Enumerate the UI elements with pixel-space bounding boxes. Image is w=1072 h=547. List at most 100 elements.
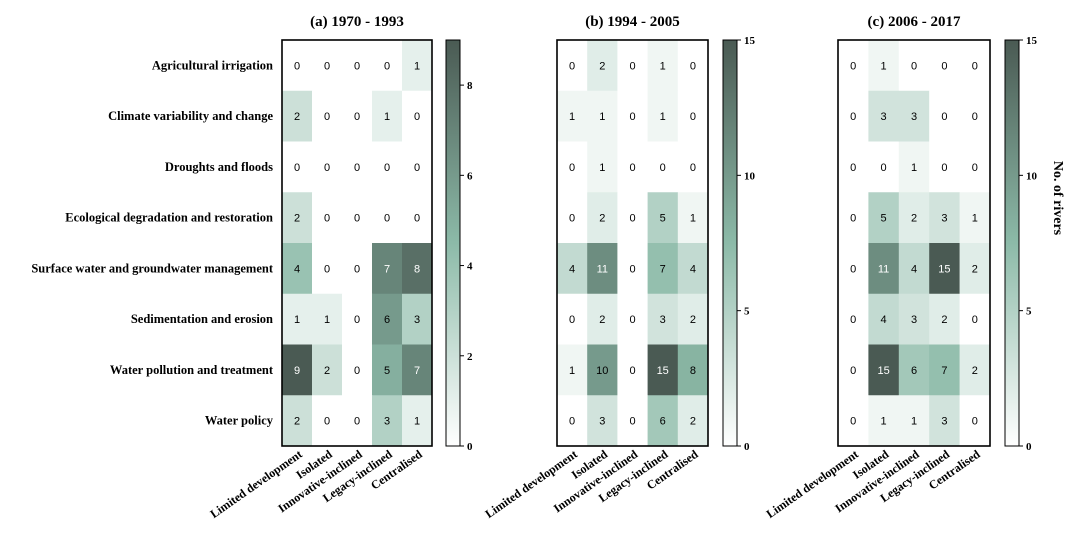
- colorbar-tick-label: 5: [744, 306, 750, 318]
- heatmap-cell: [959, 243, 991, 295]
- row-label: Surface water and groundwater management: [31, 261, 273, 275]
- cell-value: 1: [660, 60, 666, 72]
- cell-value: 0: [972, 60, 978, 72]
- cell-value: 0: [569, 60, 575, 72]
- panel-frame: [837, 39, 991, 447]
- row-label: Agricultural irrigation: [152, 58, 273, 72]
- cell-value: 0: [972, 314, 978, 326]
- cell-value: 8: [690, 365, 696, 377]
- heatmap-cell: [838, 90, 869, 142]
- heatmap-cell: [617, 293, 648, 345]
- heatmap-cell: [402, 395, 433, 447]
- heatmap-cell: [929, 40, 960, 92]
- panel-frame: [556, 39, 709, 447]
- cell-value: 4: [911, 263, 917, 275]
- heatmap-cell: [342, 192, 373, 244]
- heatmap-cell: [868, 344, 900, 396]
- heatmap-cell: [617, 243, 648, 295]
- heatmap-cell: [587, 344, 618, 396]
- cell-value: 2: [294, 416, 300, 428]
- colorbar: [722, 39, 738, 447]
- heatmap-cell: [312, 192, 343, 244]
- heatmap-cell: [838, 293, 869, 345]
- cell-value: 0: [660, 162, 666, 174]
- row-label: Climate variability and change: [108, 109, 273, 123]
- cell-value: 3: [911, 314, 917, 326]
- heatmap-cell: [677, 395, 709, 447]
- cell-value: 3: [941, 213, 947, 225]
- heatmap-cell: [312, 395, 343, 447]
- row-label: Sedimentation and erosion: [131, 312, 273, 326]
- heatmap-cell: [372, 395, 403, 447]
- heatmap-cell: [838, 344, 869, 396]
- cell-value: 4: [294, 263, 300, 275]
- heatmap-cell: [898, 395, 930, 447]
- heatmap-cell: [557, 141, 588, 193]
- heatmap-cell: [647, 395, 679, 447]
- cell-value: 0: [850, 60, 856, 72]
- heatmap-cell: [372, 141, 403, 193]
- cell-value: 0: [324, 416, 330, 428]
- heatmap-cell: [282, 192, 313, 244]
- heatmap-cell: [677, 344, 709, 396]
- cell-value: 0: [850, 263, 856, 275]
- cell-value: 7: [384, 263, 390, 275]
- cell-value: 2: [941, 314, 947, 326]
- cell-value: 3: [414, 314, 420, 326]
- cell-value: 0: [354, 263, 360, 275]
- cell-value: 7: [941, 365, 947, 377]
- heatmap-cell: [929, 192, 960, 244]
- heatmap-cell: [342, 40, 373, 92]
- cell-value: 3: [660, 314, 666, 326]
- heatmap-cell: [587, 395, 618, 447]
- heatmap-cell: [617, 40, 648, 92]
- heatmap-cell: [929, 293, 960, 345]
- heatmap-cell: [312, 40, 343, 92]
- cell-value: 1: [881, 416, 887, 428]
- heatmap-cell: [402, 90, 433, 142]
- heatmap-cell: [617, 192, 648, 244]
- cell-value: 4: [690, 263, 696, 275]
- cell-value: 0: [294, 60, 300, 72]
- colorbar-tick-label: 0: [744, 441, 750, 453]
- heatmap-cell: [282, 293, 313, 345]
- heatmap-cell: [402, 293, 433, 345]
- cell-value: 0: [881, 162, 887, 174]
- cell-value: 0: [414, 162, 420, 174]
- cell-value: 0: [414, 213, 420, 225]
- heatmap-cell: [402, 141, 433, 193]
- heatmap-cell: [868, 141, 900, 193]
- cell-value: 0: [972, 162, 978, 174]
- heatmap-cell: [929, 395, 960, 447]
- cell-value: 15: [657, 365, 669, 377]
- row-label: Ecological degradation and restoration: [65, 211, 273, 225]
- colorbar-tick-label: 0: [1026, 441, 1032, 453]
- cell-value: 1: [384, 111, 390, 123]
- cell-value: 0: [569, 162, 575, 174]
- cell-value: 0: [941, 60, 947, 72]
- heatmap-cell: [868, 293, 900, 345]
- cell-value: 0: [354, 416, 360, 428]
- heatmap-cell: [898, 40, 930, 92]
- heatmap-cell: [959, 90, 991, 142]
- heatmap-cell: [647, 192, 679, 244]
- cell-value: 3: [911, 111, 917, 123]
- cell-value: 0: [384, 60, 390, 72]
- cell-value: 7: [414, 365, 420, 377]
- cell-value: 11: [878, 263, 889, 275]
- heatmap-cell: [402, 40, 433, 92]
- heatmap-cell: [959, 141, 991, 193]
- cell-value: 3: [599, 416, 605, 428]
- cell-value: 0: [569, 416, 575, 428]
- heatmap-cell: [647, 293, 679, 345]
- heatmap-cell: [647, 243, 679, 295]
- heatmap-cell: [677, 141, 709, 193]
- heatmap-cell: [617, 141, 648, 193]
- heatmap-cell: [557, 293, 588, 345]
- cell-value: 2: [911, 213, 917, 225]
- cell-value: 15: [938, 263, 950, 275]
- heatmap-cell: [312, 344, 343, 396]
- colorbar-tick-label: 0: [467, 441, 473, 453]
- row-label: Water pollution and treatment: [110, 363, 274, 377]
